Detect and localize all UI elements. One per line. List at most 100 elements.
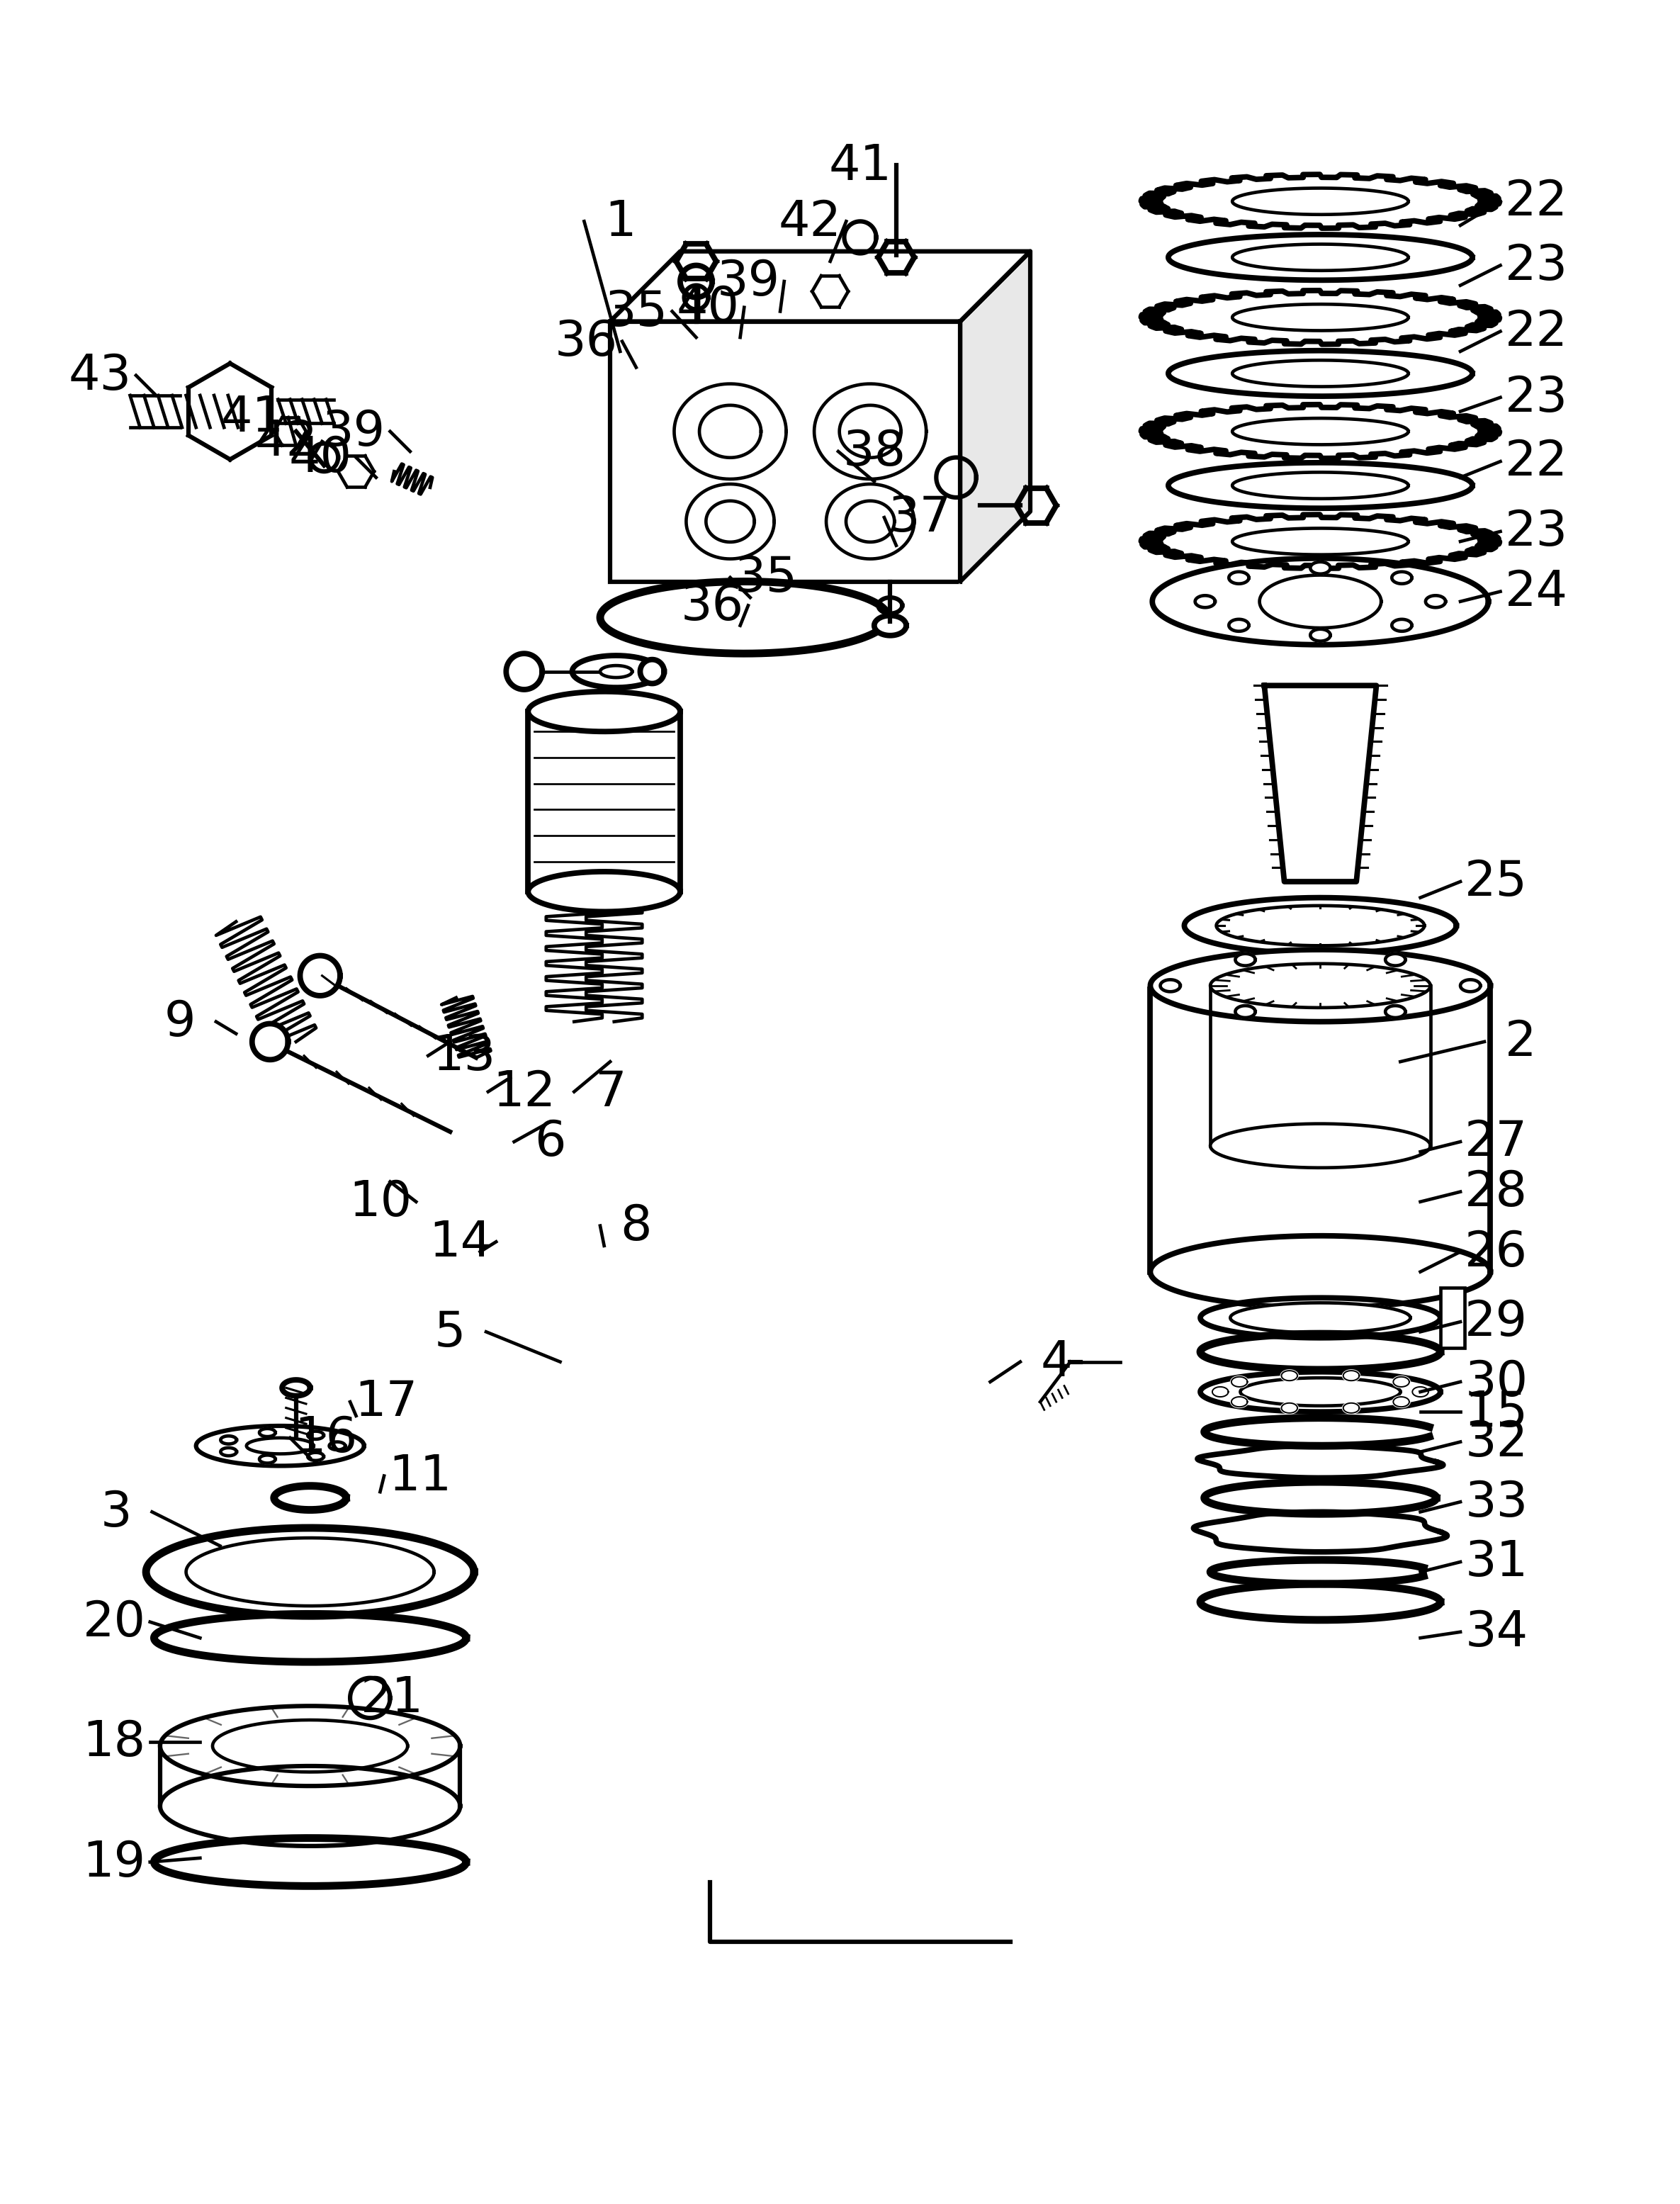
Polygon shape bbox=[1342, 1371, 1359, 1382]
Text: 33: 33 bbox=[1465, 1479, 1527, 1525]
Text: 17: 17 bbox=[354, 1378, 418, 1426]
Text: 21: 21 bbox=[361, 1675, 423, 1721]
Polygon shape bbox=[685, 485, 774, 560]
Polygon shape bbox=[1193, 1512, 1446, 1552]
Polygon shape bbox=[1205, 1481, 1436, 1514]
Polygon shape bbox=[1194, 595, 1215, 608]
Text: 9: 9 bbox=[165, 998, 197, 1045]
Polygon shape bbox=[1263, 685, 1376, 882]
Polygon shape bbox=[1393, 1397, 1410, 1406]
Text: 42: 42 bbox=[254, 419, 318, 465]
Text: 16: 16 bbox=[294, 1415, 358, 1461]
Bar bbox=[1440, 1287, 1463, 1349]
Polygon shape bbox=[1411, 1386, 1428, 1397]
Polygon shape bbox=[197, 1426, 365, 1466]
Polygon shape bbox=[1282, 1371, 1297, 1382]
Polygon shape bbox=[1151, 950, 1490, 1023]
Polygon shape bbox=[329, 1441, 344, 1450]
Polygon shape bbox=[1460, 981, 1480, 992]
Text: 37: 37 bbox=[889, 494, 951, 542]
Text: 22: 22 bbox=[1505, 439, 1567, 485]
Polygon shape bbox=[528, 712, 680, 893]
Polygon shape bbox=[1393, 1378, 1410, 1386]
Text: 32: 32 bbox=[1465, 1419, 1527, 1466]
Text: 39: 39 bbox=[716, 258, 780, 306]
Text: 36: 36 bbox=[554, 317, 618, 366]
Text: 6: 6 bbox=[534, 1117, 566, 1166]
Text: 10: 10 bbox=[348, 1179, 412, 1225]
Text: 24: 24 bbox=[1505, 569, 1567, 615]
Text: 1: 1 bbox=[605, 198, 635, 245]
Polygon shape bbox=[1184, 897, 1457, 954]
Text: 19: 19 bbox=[82, 1838, 146, 1887]
Polygon shape bbox=[160, 1746, 460, 1805]
Polygon shape bbox=[674, 383, 786, 480]
Polygon shape bbox=[1228, 573, 1248, 584]
Polygon shape bbox=[1260, 575, 1381, 628]
Text: 35: 35 bbox=[605, 289, 667, 335]
Text: 30: 30 bbox=[1465, 1358, 1527, 1406]
Polygon shape bbox=[827, 485, 914, 560]
Polygon shape bbox=[1384, 954, 1404, 965]
Polygon shape bbox=[1391, 573, 1411, 584]
Text: 38: 38 bbox=[842, 428, 906, 476]
Polygon shape bbox=[1231, 304, 1408, 331]
Polygon shape bbox=[1168, 463, 1472, 509]
Polygon shape bbox=[1231, 529, 1408, 555]
Polygon shape bbox=[1141, 174, 1499, 229]
Polygon shape bbox=[1228, 619, 1248, 633]
Text: 23: 23 bbox=[1504, 375, 1567, 421]
Polygon shape bbox=[640, 659, 664, 683]
Text: 13: 13 bbox=[432, 1031, 496, 1080]
Polygon shape bbox=[1231, 361, 1408, 388]
Polygon shape bbox=[1159, 981, 1179, 992]
Polygon shape bbox=[571, 657, 660, 688]
Polygon shape bbox=[252, 1025, 287, 1060]
Polygon shape bbox=[1235, 1005, 1255, 1018]
Text: 43: 43 bbox=[69, 353, 131, 399]
Text: 35: 35 bbox=[734, 553, 798, 602]
Text: 15: 15 bbox=[1465, 1389, 1527, 1435]
Polygon shape bbox=[220, 1448, 237, 1457]
Polygon shape bbox=[220, 1437, 237, 1444]
Polygon shape bbox=[1200, 1373, 1440, 1413]
Text: 27: 27 bbox=[1465, 1117, 1527, 1166]
Polygon shape bbox=[1310, 630, 1331, 641]
Polygon shape bbox=[1210, 1124, 1430, 1168]
Polygon shape bbox=[1141, 406, 1499, 458]
Text: 5: 5 bbox=[433, 1309, 465, 1355]
Text: 41: 41 bbox=[828, 141, 892, 190]
Text: 8: 8 bbox=[620, 1203, 652, 1250]
Text: 2: 2 bbox=[1504, 1018, 1536, 1067]
Polygon shape bbox=[307, 1430, 324, 1439]
Polygon shape bbox=[1211, 1386, 1228, 1397]
Polygon shape bbox=[1230, 1303, 1410, 1333]
Polygon shape bbox=[1141, 291, 1499, 344]
Polygon shape bbox=[1235, 954, 1255, 965]
Text: 40: 40 bbox=[677, 284, 739, 331]
Text: 36: 36 bbox=[680, 582, 744, 630]
Polygon shape bbox=[307, 1452, 324, 1461]
Polygon shape bbox=[160, 1706, 460, 1785]
Text: 7: 7 bbox=[595, 1069, 627, 1115]
Polygon shape bbox=[259, 1455, 276, 1463]
Text: 22: 22 bbox=[1505, 309, 1567, 355]
Polygon shape bbox=[1391, 619, 1411, 633]
Polygon shape bbox=[1240, 1378, 1399, 1406]
Polygon shape bbox=[699, 406, 761, 458]
Polygon shape bbox=[1152, 558, 1488, 646]
Polygon shape bbox=[610, 251, 1030, 322]
Text: 20: 20 bbox=[82, 1598, 146, 1646]
Polygon shape bbox=[212, 1719, 408, 1772]
Polygon shape bbox=[1425, 595, 1445, 608]
Polygon shape bbox=[1200, 1298, 1440, 1338]
Polygon shape bbox=[1231, 1397, 1247, 1406]
Polygon shape bbox=[1200, 1585, 1440, 1620]
Polygon shape bbox=[528, 692, 680, 732]
Text: 26: 26 bbox=[1465, 1228, 1527, 1276]
Text: 34: 34 bbox=[1465, 1609, 1527, 1655]
Polygon shape bbox=[528, 873, 680, 912]
Polygon shape bbox=[1231, 419, 1408, 445]
Polygon shape bbox=[247, 1437, 314, 1455]
Polygon shape bbox=[1231, 245, 1408, 271]
